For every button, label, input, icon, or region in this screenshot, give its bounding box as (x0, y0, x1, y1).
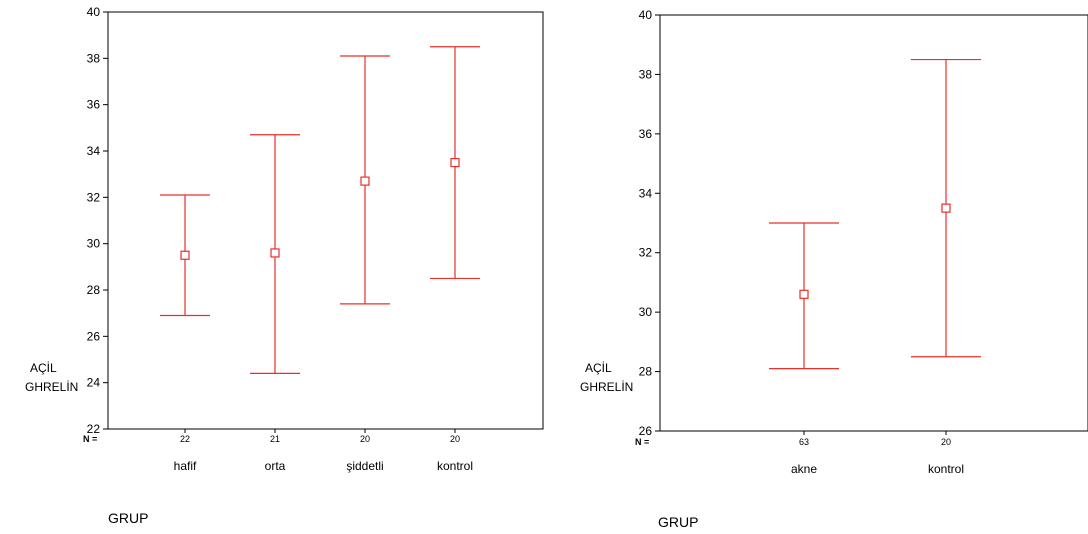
y-tick-label: 36 (639, 127, 653, 141)
y-tick-label: 40 (87, 5, 101, 19)
y-tick-label: 40 (639, 8, 653, 22)
n-label: N = (635, 437, 649, 447)
mean-marker-orta (270, 248, 280, 258)
category-label-kontrol: kontrol (437, 459, 473, 473)
y-tick-label: 38 (87, 51, 101, 65)
chart-right: 26 28 30 32 34 36 38 40 N = 63 akne 20 kontrol AÇİL GH… (580, 8, 1088, 530)
y-tick-label: 28 (639, 365, 653, 379)
mean-marker-akne (799, 289, 809, 299)
n-value-kontrol: 20 (941, 437, 951, 447)
y-tick-label: 30 (639, 305, 653, 319)
mean-marker-şiddetli (360, 176, 370, 186)
mean-marker-kontrol (941, 203, 951, 213)
y-axis-label-line: GHRELİN (25, 380, 78, 394)
y-tick-label: 28 (87, 283, 101, 297)
y-tick-label: 34 (639, 186, 653, 200)
y-tick-label: 26 (639, 424, 653, 438)
y-tick-label: 26 (87, 329, 101, 343)
y-tick-label: 36 (87, 98, 101, 112)
category-label-şiddetli: şiddetli (346, 459, 383, 473)
y-axis-label-line: AÇİL (30, 361, 57, 375)
y-tick-label: 34 (87, 144, 101, 158)
category-label-kontrol: kontrol (928, 462, 964, 476)
y-tick-label: 32 (639, 246, 653, 260)
y-tick-label: 24 (87, 376, 101, 390)
mean-marker-kontrol (450, 157, 460, 168)
y-axis-label-line: AÇİL (585, 361, 612, 375)
category-label-hafif: hafif (174, 459, 197, 473)
n-value-orta: 21 (270, 434, 280, 444)
x-axis-label: GRUP (108, 510, 148, 526)
plot-frame (107, 11, 544, 430)
y-tick-label: 22 (87, 422, 101, 436)
mean-marker-hafif (180, 250, 190, 260)
n-label: N = (83, 434, 97, 444)
y-tick-label: 30 (87, 237, 101, 251)
n-value-şiddetli: 20 (360, 434, 370, 444)
n-value-kontrol: 20 (450, 434, 460, 444)
category-label-akne: akne (791, 462, 817, 476)
y-tick-label: 38 (639, 67, 653, 81)
x-axis-label: GRUP (658, 514, 698, 530)
n-value-akne: 63 (799, 437, 809, 447)
y-axis-label-line: GHRELİN (580, 380, 633, 394)
plot-frame (659, 14, 1088, 432)
y-tick-label: 32 (87, 190, 101, 204)
category-label-orta: orta (265, 459, 286, 473)
n-value-hafif: 22 (180, 434, 190, 444)
